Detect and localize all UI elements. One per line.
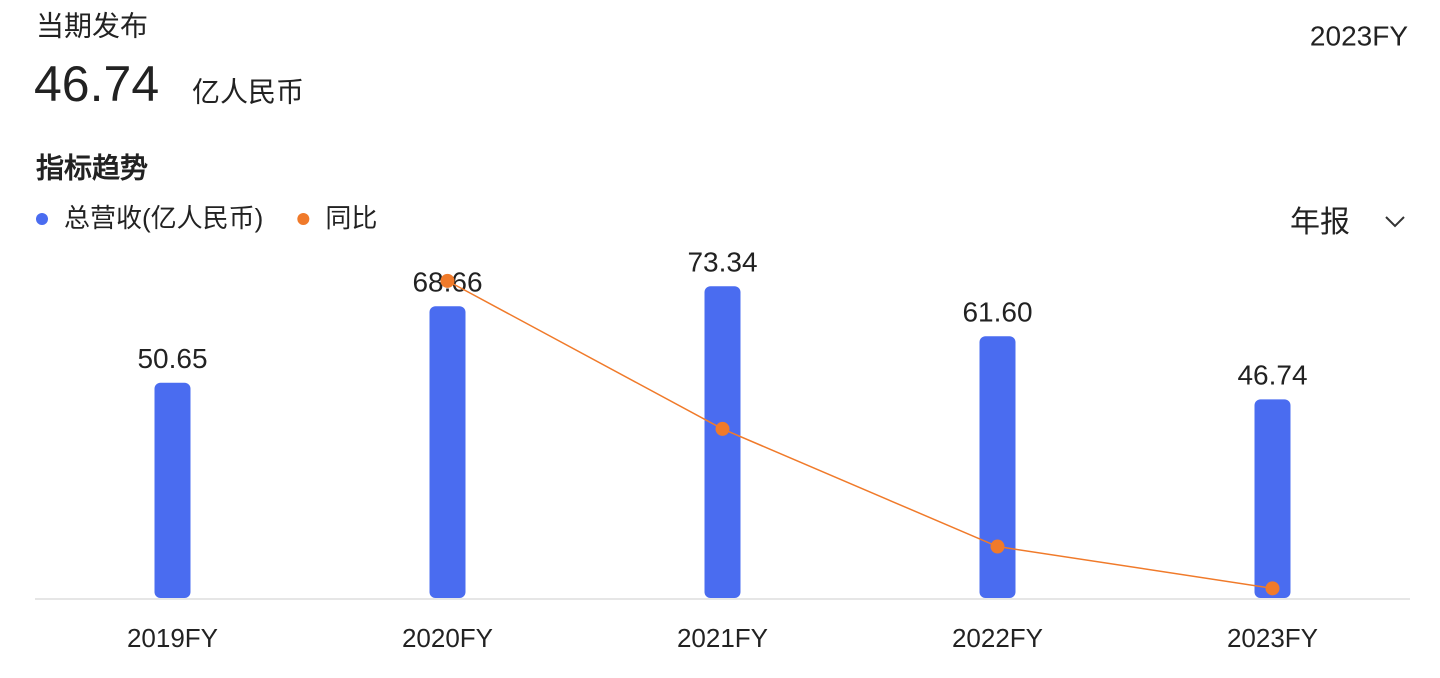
x-tick-label: 2023FY [1227, 623, 1318, 653]
period: 2023FY [1310, 20, 1408, 51]
value-label: 61.60 [962, 297, 1032, 328]
yoy-point [715, 421, 730, 436]
header-value: 46.74 [34, 56, 159, 112]
value-label: 50.65 [137, 343, 207, 374]
x-tick-label: 2020FY [402, 623, 493, 653]
bar [429, 306, 466, 598]
x-tick-label: 2021FY [677, 623, 768, 653]
header-unit: 亿人民币 [192, 76, 304, 107]
section-title: 指标趋势 [36, 152, 148, 183]
yoy-point [990, 539, 1005, 554]
bar [1254, 399, 1291, 598]
legend-label: 总营收(亿人民币) [64, 203, 263, 233]
period-selector[interactable]: 年报 [1290, 206, 1350, 239]
x-tick-label: 2019FY [127, 623, 218, 653]
yoy-line [447, 280, 1273, 590]
legend-dot [36, 213, 48, 225]
yoy-point [1265, 581, 1280, 596]
legend-dot [297, 213, 310, 225]
value-label: 46.74 [1237, 360, 1307, 391]
bar [979, 336, 1016, 598]
bar [154, 382, 191, 598]
yoy-point [440, 273, 455, 288]
bar [704, 286, 741, 598]
legend-label: 同比 [325, 203, 377, 233]
chevron[interactable] [1385, 216, 1405, 228]
value-label: 73.34 [687, 247, 757, 278]
header-title: 当期发布 [36, 10, 148, 41]
x-tick-label: 2022FY [952, 623, 1043, 653]
